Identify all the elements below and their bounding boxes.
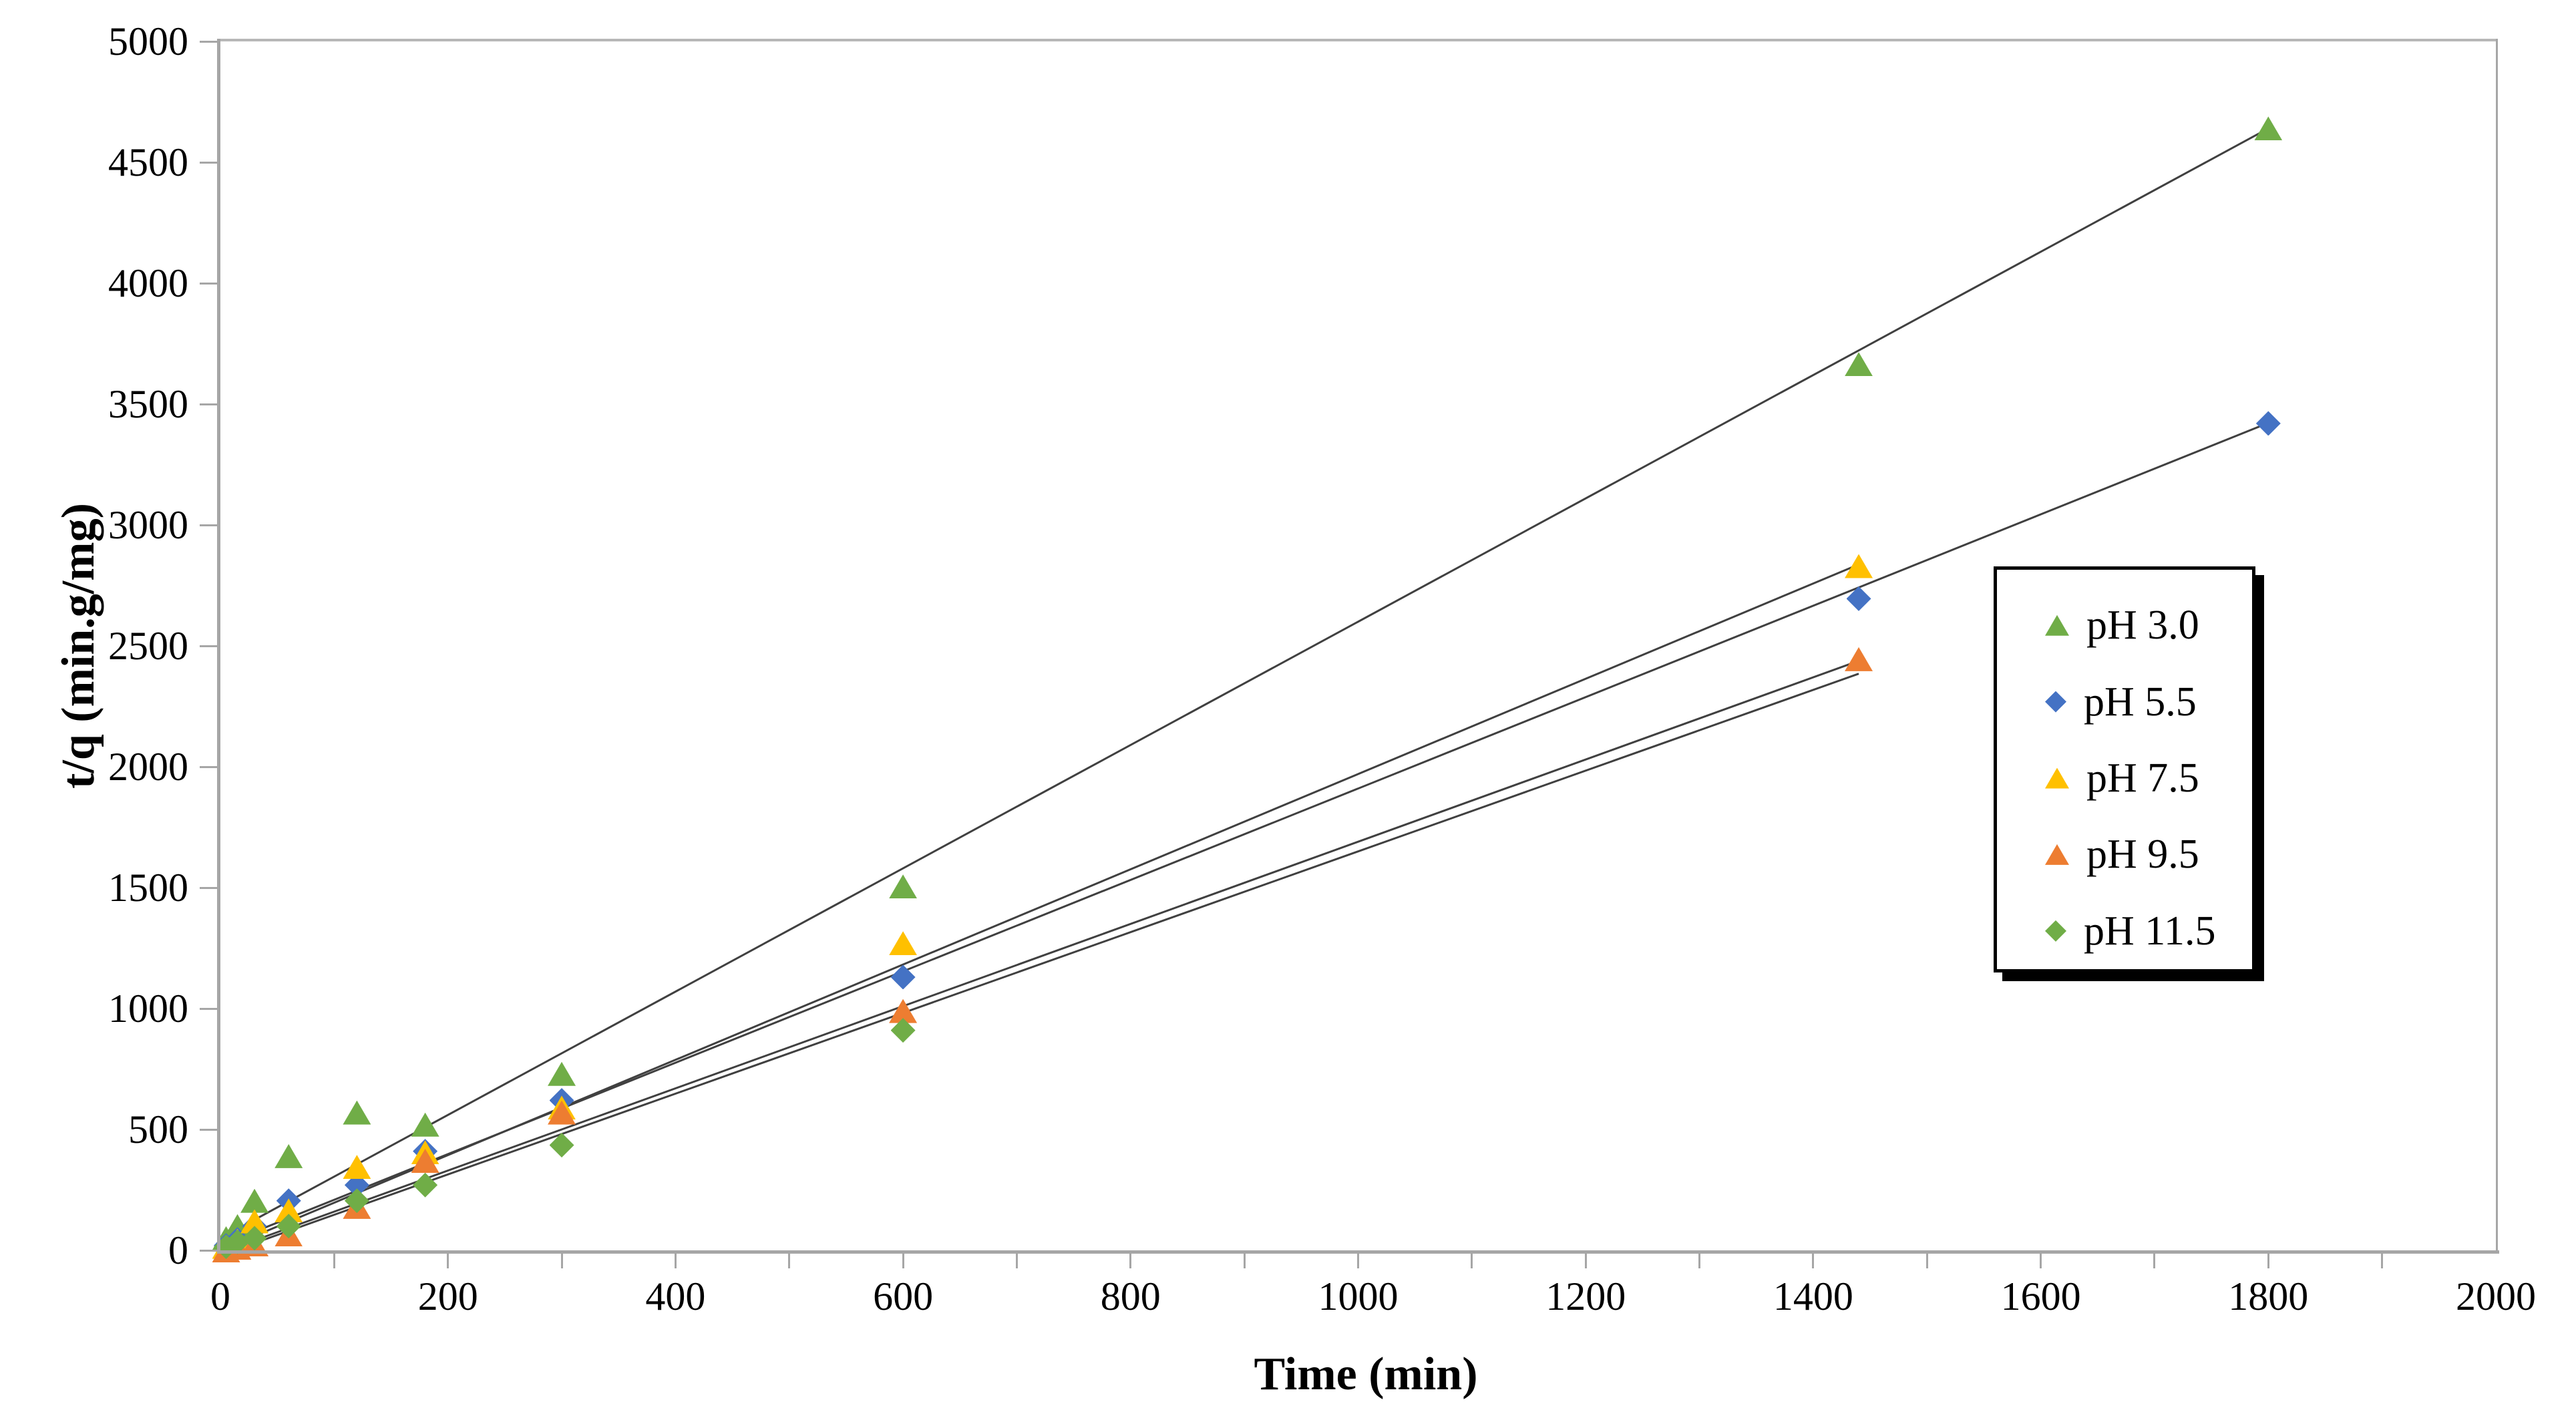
x-axis-tick xyxy=(1129,1250,1132,1268)
x-axis-tick-label: 1800 xyxy=(2228,1274,2309,1318)
x-axis-tick xyxy=(1243,1250,1246,1268)
legend-marker-triangle xyxy=(2045,614,2069,636)
legend-entry: pH 9.5 xyxy=(1997,816,2252,892)
legend-label: pH 9.5 xyxy=(2086,832,2199,878)
y-axis-tick xyxy=(200,282,220,285)
x-axis-tick-label: 1600 xyxy=(2000,1274,2081,1318)
y-axis-tick-label: 3500 xyxy=(108,382,188,426)
y-axis-tick-label: 4000 xyxy=(108,261,188,305)
x-axis-tick xyxy=(1584,1250,1587,1268)
legend-entry: pH 3.0 xyxy=(1997,587,2252,663)
x-axis-tick xyxy=(1698,1250,1701,1268)
x-axis-tick xyxy=(1015,1250,1018,1268)
y-axis-tick-label: 0 xyxy=(168,1228,188,1272)
legend-label: pH 3.0 xyxy=(2086,602,2199,649)
y-axis-tick xyxy=(200,161,220,164)
x-axis-tick xyxy=(1812,1250,1815,1268)
x-axis-tick xyxy=(1471,1250,1473,1268)
data-point-ph-3.0 xyxy=(343,1100,371,1125)
legend-entry: pH 5.5 xyxy=(1997,663,2252,739)
x-axis-tick-label: 200 xyxy=(417,1274,478,1318)
y-axis-tick-label: 1500 xyxy=(108,866,188,910)
trendline-ph-9.5 xyxy=(226,660,1859,1250)
x-axis-tick-label: 600 xyxy=(873,1274,934,1318)
data-point-ph-3.0 xyxy=(240,1188,269,1213)
y-axis-tick xyxy=(200,765,220,768)
y-axis-tick xyxy=(200,886,220,889)
data-point-ph-3.0 xyxy=(889,874,918,899)
trendline-ph-3.0 xyxy=(220,128,2269,1240)
legend-marker-triangle xyxy=(2045,767,2069,789)
data-point-ph-7.5 xyxy=(1845,554,1873,578)
data-point-ph-7.5 xyxy=(343,1155,371,1180)
trendline-ph-7.5 xyxy=(220,563,1859,1250)
x-axis-tick-label: 800 xyxy=(1100,1274,1161,1318)
data-point-ph-5.5 xyxy=(2255,411,2281,436)
y-axis-tick xyxy=(200,1249,220,1252)
y-axis-tick xyxy=(200,40,220,43)
x-axis-tick xyxy=(788,1250,791,1268)
y-axis-tick-label: 4500 xyxy=(108,140,188,184)
data-point-ph-7.5 xyxy=(889,931,918,956)
legend-label: pH 11.5 xyxy=(2084,908,2216,954)
data-point-ph-3.0 xyxy=(411,1112,439,1137)
data-point-ph-3.0 xyxy=(1845,352,1873,377)
data-point-ph-3.0 xyxy=(274,1143,303,1168)
x-axis-tick xyxy=(902,1250,904,1268)
data-point-ph-11.5 xyxy=(344,1188,369,1214)
trendline-ph-11.5 xyxy=(233,673,1859,1250)
x-axis-tick-label: 2000 xyxy=(2456,1274,2536,1318)
y-axis-tick-label: 5000 xyxy=(108,19,188,63)
legend-entry: pH 11.5 xyxy=(1997,893,2252,969)
plot-area: 0 500 1000 1500 2000 2500 3000 3500 4000 4500 5000… xyxy=(108,19,2536,1318)
y-axis-tick xyxy=(200,1128,220,1131)
data-point-ph-3.0 xyxy=(548,1061,576,1086)
y-axis-tick xyxy=(200,1007,220,1010)
x-axis-tick xyxy=(2381,1250,2384,1268)
y-axis-tick xyxy=(200,524,220,526)
legend-label: pH 5.5 xyxy=(2084,679,2197,725)
legend-marker-diamond xyxy=(2045,691,2066,713)
legend-label: pH 7.5 xyxy=(2086,755,2199,801)
x-axis-tick xyxy=(2040,1250,2042,1268)
x-axis-tick xyxy=(2153,1250,2156,1268)
x-axis-tick-label: 0 xyxy=(210,1274,230,1318)
data-point-ph-3.0 xyxy=(2254,116,2283,141)
x-axis-tick xyxy=(1925,1250,1928,1268)
x-axis-tick-label: 1400 xyxy=(1773,1274,1853,1318)
x-axis-tick xyxy=(2267,1250,2269,1268)
x-axis-tick-label: 1200 xyxy=(1545,1274,1626,1318)
data-point-ph-11.5 xyxy=(549,1133,574,1158)
y-axis-tick xyxy=(200,645,220,647)
y-axis-tick-label: 3000 xyxy=(108,503,188,547)
x-axis-tick xyxy=(333,1250,335,1268)
x-axis-tick xyxy=(674,1250,677,1268)
x-axis-tick-label: 1000 xyxy=(1318,1274,1399,1318)
y-axis-tick-label: 1000 xyxy=(108,987,188,1031)
data-point-ph-11.5 xyxy=(413,1172,438,1198)
plot-border-top xyxy=(220,39,2496,41)
x-axis-tick xyxy=(447,1250,449,1268)
plot-border-right xyxy=(2496,39,2498,1250)
y-axis-tick-label: 2500 xyxy=(108,624,188,668)
x-axis-tick-label: 400 xyxy=(645,1274,706,1318)
y-axis-tick xyxy=(200,403,220,405)
legend-marker-triangle xyxy=(2045,844,2069,865)
data-point-ph-5.5 xyxy=(890,964,916,990)
chart-legend: pH 3.0 pH 5.5 pH 7.5 pH 9.5 pH 11.5 xyxy=(1994,566,2255,972)
legend-marker-diamond xyxy=(2045,920,2066,942)
data-point-ph-5.5 xyxy=(1846,586,1871,611)
data-point-ph-9.5 xyxy=(1845,647,1873,671)
x-axis-tick xyxy=(560,1250,563,1268)
y-axis-tick-label: 500 xyxy=(128,1107,188,1151)
x-axis-tick xyxy=(1357,1250,1359,1268)
y-axis-tick-label: 2000 xyxy=(108,745,188,789)
legend-entry: pH 7.5 xyxy=(1997,740,2252,816)
x-axis-title: Time (min) xyxy=(1254,1349,1478,1400)
